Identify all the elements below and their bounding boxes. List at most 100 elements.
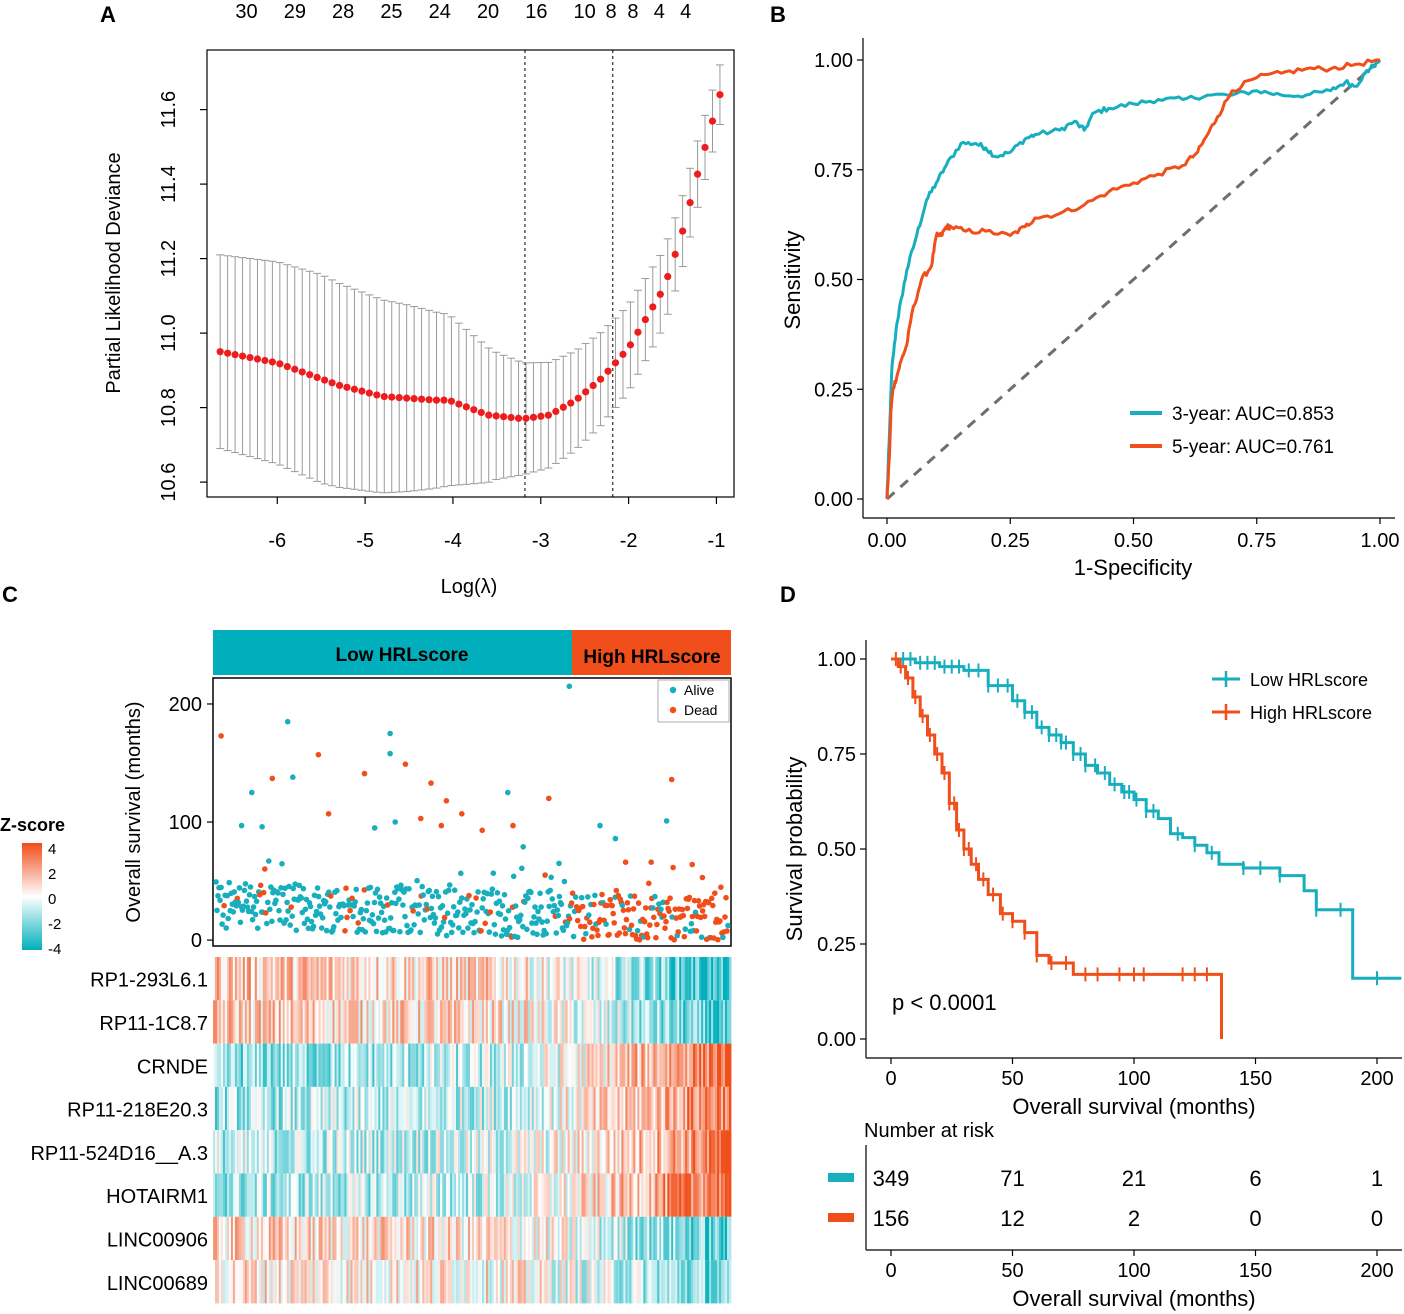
patient-point-alive [241, 887, 248, 894]
heatmap-cell [555, 1000, 559, 1044]
heatmap-cell [679, 1260, 682, 1304]
heatmap-cell [440, 1216, 443, 1261]
heatmap-cell [679, 957, 682, 1001]
panel-a-deviance-point [283, 362, 291, 371]
heatmap-cell [685, 1000, 688, 1044]
heatmap-cell [412, 1043, 415, 1087]
heatmap-cell [334, 1130, 337, 1174]
heatmap-cell [615, 1043, 618, 1087]
legend-high-label: High HRLscore [1250, 703, 1372, 723]
heatmap-cell [404, 1043, 407, 1087]
heatmap-cell [424, 957, 427, 1001]
heatmap-cell [637, 957, 640, 1001]
heatmap-cell [274, 1000, 278, 1044]
heatmap-cell [695, 1000, 698, 1044]
heatmap-cell [220, 1000, 224, 1044]
heatmap-cell [595, 957, 598, 1001]
heatmap-cell [340, 1000, 343, 1044]
patient-point-dead [620, 907, 627, 914]
heatmap-cell [705, 1173, 708, 1217]
heatmap-cell [298, 1260, 302, 1304]
heatmap-cell [264, 1043, 268, 1087]
heatmap-cell [388, 1130, 391, 1174]
panel-a-deviance-point [716, 91, 724, 99]
patient-point-alive [276, 907, 282, 914]
heatmap-cell [519, 1043, 523, 1087]
heatmap-cell [454, 1000, 457, 1044]
patient-point-alive [323, 927, 330, 934]
heatmap-cell [232, 1130, 236, 1174]
heatmap-cell [354, 1000, 357, 1044]
heatmap-gene-label: RP11-1C8.7 [99, 1013, 208, 1035]
heatmap-cell [523, 1173, 527, 1217]
heatmap-cell [667, 1043, 670, 1087]
heatmap-cell [304, 1000, 308, 1044]
heatmap-cell [551, 957, 555, 1001]
heatmap-cell [623, 1216, 626, 1261]
patient-point-alive [417, 929, 424, 936]
patient-point-alive [533, 920, 539, 926]
heatmap-cell [322, 957, 325, 1001]
heatmap-cell [561, 957, 565, 1001]
heatmap-cell [436, 1216, 439, 1261]
heatmap-cell [679, 1086, 682, 1131]
heatmap-cell [479, 1216, 483, 1261]
heatmap-cell [587, 1216, 590, 1261]
heatmap-cell [322, 1000, 325, 1044]
heatmap-cell [531, 1000, 535, 1044]
patient-point-alive [445, 887, 452, 894]
heatmap-cell [699, 1260, 702, 1304]
heatmap-cell [551, 1216, 555, 1261]
heatmap-cell [675, 1086, 678, 1131]
heatmap-cell [525, 1000, 529, 1044]
heatmap-cell [234, 1130, 238, 1174]
heatmap-cell [232, 1260, 236, 1304]
heatmap-cell [533, 1000, 537, 1044]
heatmap-cell [436, 957, 439, 1001]
patient-point-alive [302, 906, 309, 913]
panel-a-deviance-point [626, 341, 635, 349]
patient-point-alive [338, 914, 344, 921]
heatmap-cell [346, 1260, 349, 1304]
heatmap-cell [274, 1260, 278, 1304]
panel-d-x-tick-label: 150 [1239, 1068, 1272, 1090]
heatmap-cell [428, 1130, 431, 1174]
heatmap-cell [406, 1043, 409, 1087]
heatmap-cell [442, 1260, 445, 1304]
heatmap-cell [569, 1173, 573, 1217]
heatmap-cell [693, 1173, 696, 1217]
heatmap-cell [661, 1000, 664, 1044]
heatmap-cell [663, 1086, 666, 1131]
heatmap-cell [410, 1173, 413, 1217]
heatmap-cell [472, 1260, 475, 1304]
heatmap-cell [244, 1043, 248, 1087]
heatmap-cell [483, 1260, 487, 1304]
heatmap-cell [304, 1130, 308, 1174]
heatmap-cell [497, 1130, 501, 1174]
panel-d-y-tick-label: 0.00 [817, 1029, 856, 1051]
heatmap-cell [705, 1086, 708, 1131]
panel-a-deviance-point [544, 411, 552, 419]
heatmap-cell [234, 1086, 238, 1131]
heatmap-cell [551, 1000, 555, 1044]
heatmap-cell [527, 1130, 531, 1174]
heatmap-cell [356, 1130, 359, 1174]
heatmap-cell [284, 1216, 288, 1261]
patient-point-alive [249, 789, 255, 796]
heatmap-cell [529, 1130, 533, 1174]
heatmap-cell [519, 1000, 523, 1044]
heatmap-cell [414, 1173, 417, 1217]
heatmap-cell [258, 957, 262, 1001]
heatmap-row-3 [213, 1086, 732, 1131]
heatmap-cell [693, 1000, 696, 1044]
heatmap-cell [308, 1260, 312, 1304]
heatmap-cell [454, 1260, 457, 1304]
heatmap-cell [384, 957, 387, 1001]
heatmap-cell [589, 1173, 592, 1217]
heatmap-cell [701, 1086, 704, 1131]
heatmap-cell [583, 1043, 586, 1087]
heatmap-cell [438, 1216, 441, 1261]
heatmap-cell [569, 1130, 573, 1174]
heatmap-cell [350, 957, 353, 1001]
